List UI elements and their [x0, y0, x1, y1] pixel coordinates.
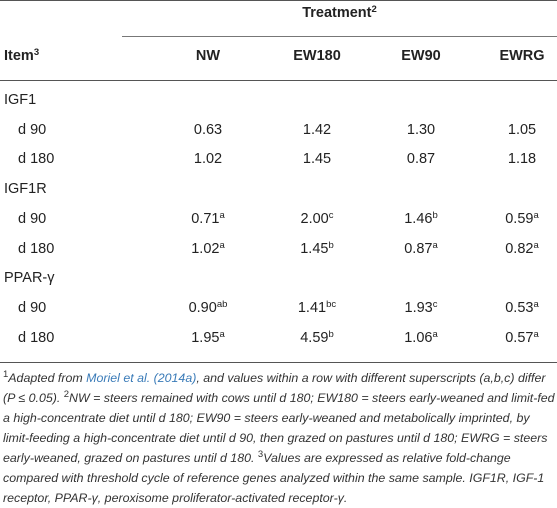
cell-ew90: 1.93c [404, 298, 438, 316]
cell-ewrg: 0.82a [505, 239, 539, 257]
footnote-2-text: NW = steers remained with cows until d 1… [3, 391, 555, 465]
citation-link[interactable]: Moriel et al. (2014a) [86, 371, 197, 385]
cell-ew90: 1.30 [406, 122, 436, 138]
footnote-2-marker: 2 [63, 388, 70, 400]
table-row: d 90 0.90ab 1.41bc 1.93c 0.53a [0, 295, 557, 323]
cell-nw: 1.02 [193, 151, 223, 167]
bottom-rule [0, 362, 557, 363]
cell-ew180: 2.00c [300, 209, 334, 227]
cell-ew180: 1.45 [302, 151, 332, 167]
row-label: d 180 [18, 151, 55, 167]
table-row: d 180 1.02 1.45 0.87 1.18 [0, 146, 557, 174]
row-label: d 180 [18, 241, 55, 257]
group-row-igf1r: IGF1R [0, 176, 557, 204]
group-label: IGF1 [4, 92, 37, 108]
cell-ew90: 0.87 [406, 151, 436, 167]
item-label: Item [4, 48, 34, 64]
table-row: d 90 0.71a 2.00c 1.46b 0.59a [0, 206, 557, 234]
row-label: d 90 [18, 211, 47, 227]
cell-ew180: 1.45b [300, 239, 334, 257]
cell-ewrg: 0.53a [505, 298, 539, 316]
table-footnote: 1Adapted from Moriel et al. (2014a), and… [3, 368, 555, 508]
cell-nw: 1.95a [191, 328, 225, 346]
treatment-sup: 2 [371, 3, 377, 15]
cell-ewrg: 0.57a [505, 328, 539, 346]
treatment-underline [122, 36, 557, 37]
cell-ew90: 0.87a [404, 239, 438, 257]
row-label: d 90 [18, 122, 47, 138]
cell-ew90: 1.06a [404, 328, 438, 346]
cell-nw: 0.90ab [188, 298, 228, 316]
col-header-ew180: EW180 [293, 48, 341, 64]
footnote-1-marker: 1 [3, 368, 9, 380]
cell-nw: 0.71a [191, 209, 225, 227]
group-row-igf1: IGF1 [0, 87, 557, 115]
cell-ewrg: 0.59a [505, 209, 539, 227]
row-label: d 90 [18, 300, 47, 316]
cell-ew90: 1.46b [404, 209, 438, 227]
cell-ewrg: 1.18 [507, 151, 537, 167]
cell-nw: 0.63 [193, 122, 223, 138]
table-row: d 90 0.63 1.42 1.30 1.05 [0, 117, 557, 145]
col-header-ew90: EW90 [401, 48, 441, 64]
group-label: IGF1R [4, 181, 47, 197]
top-rule [0, 0, 557, 1]
item-header: Item3 [4, 48, 39, 64]
item-sup: 3 [33, 46, 40, 58]
treatment-label: Treatment [302, 5, 372, 21]
table-row: d 180 1.95a 4.59b 1.06a 0.57a [0, 325, 557, 353]
row-label: d 180 [18, 330, 55, 346]
footnote-3-marker: 3 [257, 448, 264, 460]
table-row: d 180 1.02a 1.45b 0.87a 0.82a [0, 236, 557, 264]
treatment-header: Treatment2 [122, 5, 557, 21]
cell-ew180: 1.41bc [297, 298, 337, 316]
group-label: PPAR-γ [4, 270, 55, 286]
cell-nw: 1.02a [191, 239, 225, 257]
cell-ewrg: 1.05 [507, 122, 537, 138]
cell-ew180: 4.59b [300, 328, 334, 346]
footnote-1-text: Adapted from [8, 371, 87, 385]
col-header-nw: NW [195, 48, 221, 64]
footnote-3-text: Values are expressed as relative fold-ch… [3, 451, 545, 505]
group-row-ppar: PPAR-γ [0, 265, 557, 293]
header-rule [0, 80, 557, 81]
footnote-1-text-cont: , and values within a row with different… [3, 371, 546, 405]
cell-ew180: 1.42 [302, 122, 332, 138]
col-header-ewrg: EWRG [499, 48, 545, 64]
